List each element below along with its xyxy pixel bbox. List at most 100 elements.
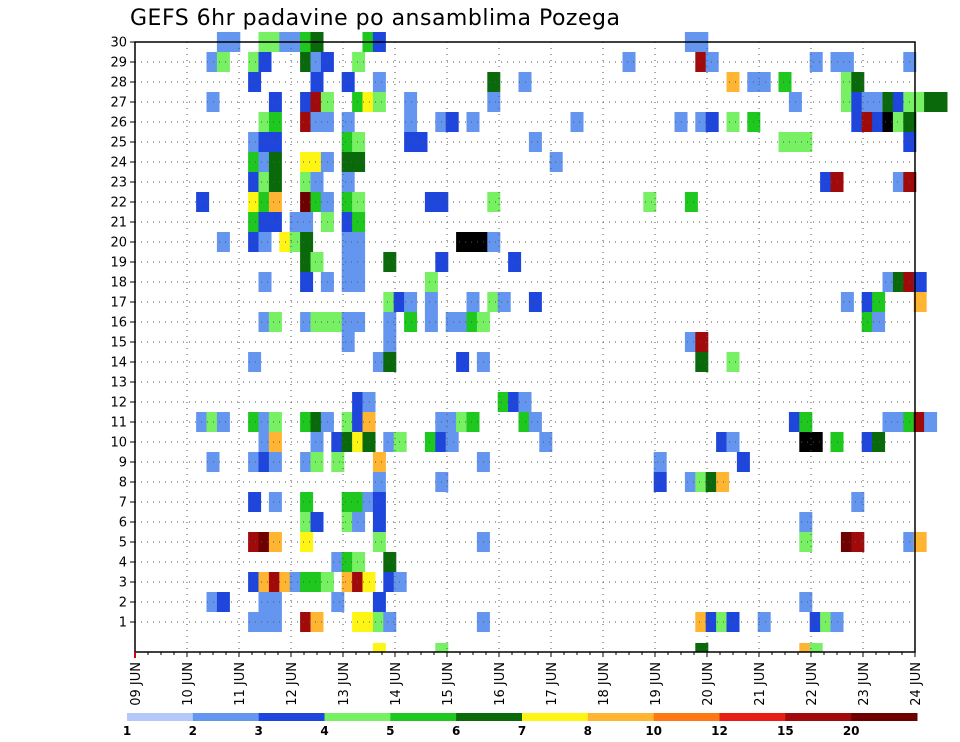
y-tick-label: 17: [110, 296, 127, 311]
heatmap-cell: [924, 412, 938, 432]
colorbar-swatch: [587, 713, 655, 721]
heatmap-cell: [372, 492, 386, 512]
heatmap-cell: [653, 472, 667, 492]
heatmap-cell: [341, 192, 355, 212]
heatmap-cell: [341, 552, 355, 572]
heatmap-cell: [258, 592, 272, 612]
heatmap-cell: [705, 112, 719, 132]
heatmap-cell: [310, 192, 324, 212]
y-tick-label: 6: [119, 516, 127, 531]
heatmap-cell: [840, 72, 854, 92]
heatmap-cell-partial: [695, 643, 709, 652]
x-tick-label: 24 JUN: [909, 662, 924, 706]
heatmap-cell: [248, 612, 262, 632]
heatmap-cell: [341, 312, 355, 332]
heatmap-cell: [331, 312, 345, 332]
heatmap-cell: [248, 72, 262, 92]
heatmap-cell: [508, 252, 522, 272]
heatmap-cell: [341, 492, 355, 512]
heatmap-cell: [300, 312, 314, 332]
y-tick-label: 25: [110, 136, 127, 151]
y-tick-label: 9: [119, 456, 127, 471]
heatmap-cell: [716, 612, 730, 632]
colorbar-swatch: [785, 713, 852, 721]
heatmap-cell: [258, 132, 272, 152]
heatmap-cell: [653, 452, 667, 472]
heatmap-cell: [310, 52, 324, 72]
heatmap-cell: [684, 192, 698, 212]
heatmap-cell: [300, 492, 314, 512]
heatmap-cell: [466, 312, 480, 332]
heatmap-cell: [300, 512, 314, 532]
heatmap-cell: [310, 572, 324, 592]
heatmap-cell: [268, 452, 282, 472]
y-tick-label: 1: [119, 616, 127, 631]
heatmap-cell: [300, 232, 314, 252]
heatmap-cell: [861, 292, 875, 312]
heatmap-cell: [851, 112, 865, 132]
x-tick-label: 15 JUN: [441, 662, 456, 706]
heatmap-cell: [684, 472, 698, 492]
colorbar-swatch: [719, 713, 786, 721]
heatmap-cell: [352, 612, 366, 632]
x-tick-label: 12 JUN: [285, 662, 300, 706]
heatmap-cell: [310, 452, 324, 472]
chart-title: GEFS 6hr padavine po ansamblima Pozega: [130, 6, 621, 31]
heatmap-cell: [258, 212, 272, 232]
heatmap-cell: [258, 272, 272, 292]
heatmap-cell: [913, 412, 927, 432]
heatmap-cell: [892, 92, 906, 112]
heatmap-cell: [445, 412, 459, 432]
heatmap-cell: [268, 312, 282, 332]
y-tick-label: 23: [110, 176, 127, 191]
colorbar-swatch: [653, 713, 720, 721]
y-tick-label: 7: [119, 496, 127, 511]
heatmap-cell: [809, 612, 823, 632]
heatmap-cell: [820, 172, 834, 192]
colorbar-label: 1: [123, 724, 131, 738]
colorbar-swatch: [324, 713, 391, 721]
heatmap-cell: [424, 292, 438, 312]
heatmap-cell: [300, 52, 314, 72]
heatmap-cell: [570, 112, 584, 132]
heatmap-cell: [913, 92, 927, 112]
heatmap-cell: [300, 192, 314, 212]
heatmap-cell: [549, 152, 563, 172]
heatmap-cell: [456, 412, 470, 432]
x-tick-label: 17 JUN: [545, 662, 560, 706]
colorbar-swatch: [456, 713, 523, 721]
heatmap-cell: [695, 332, 709, 352]
colorbar-label: 15: [777, 724, 794, 738]
heatmap-cell: [861, 112, 875, 132]
heatmap-cell: [352, 252, 366, 272]
heatmap-cell: [934, 92, 948, 112]
heatmap-cell: [726, 612, 740, 632]
heatmap-cell: [383, 292, 397, 312]
heatmap-cell: [487, 92, 501, 112]
heatmap-cell: [310, 72, 324, 92]
heatmap-cell: [248, 192, 262, 212]
heatmap-cell: [268, 192, 282, 212]
heatmap-cell: [882, 112, 896, 132]
colorbar-swatch: [258, 713, 325, 721]
heatmap-cell: [310, 412, 324, 432]
heatmap-cell-partial: [372, 643, 386, 652]
colorbar-swatch: [192, 713, 260, 721]
colorbar-label: 20: [843, 724, 860, 738]
heatmap-cell: [799, 512, 813, 532]
heatmap-cell: [487, 192, 501, 212]
heatmap-cell: [216, 592, 230, 612]
heatmap-cell: [445, 432, 459, 452]
heatmap-cell: [248, 352, 262, 372]
heatmap-cell: [726, 352, 740, 372]
heatmap-cell: [726, 112, 740, 132]
heatmap-cell: [258, 312, 272, 332]
heatmap-cell: [383, 312, 397, 332]
x-tick-label: 11 JUN: [233, 662, 248, 706]
heatmap-cell: [310, 512, 324, 532]
heatmap-cell: [487, 232, 501, 252]
heatmap-cell: [341, 432, 355, 452]
x-tick-label: 18 JUN: [597, 662, 612, 706]
heatmap-cell-partial: [435, 643, 449, 652]
heatmap-cell: [268, 92, 282, 112]
